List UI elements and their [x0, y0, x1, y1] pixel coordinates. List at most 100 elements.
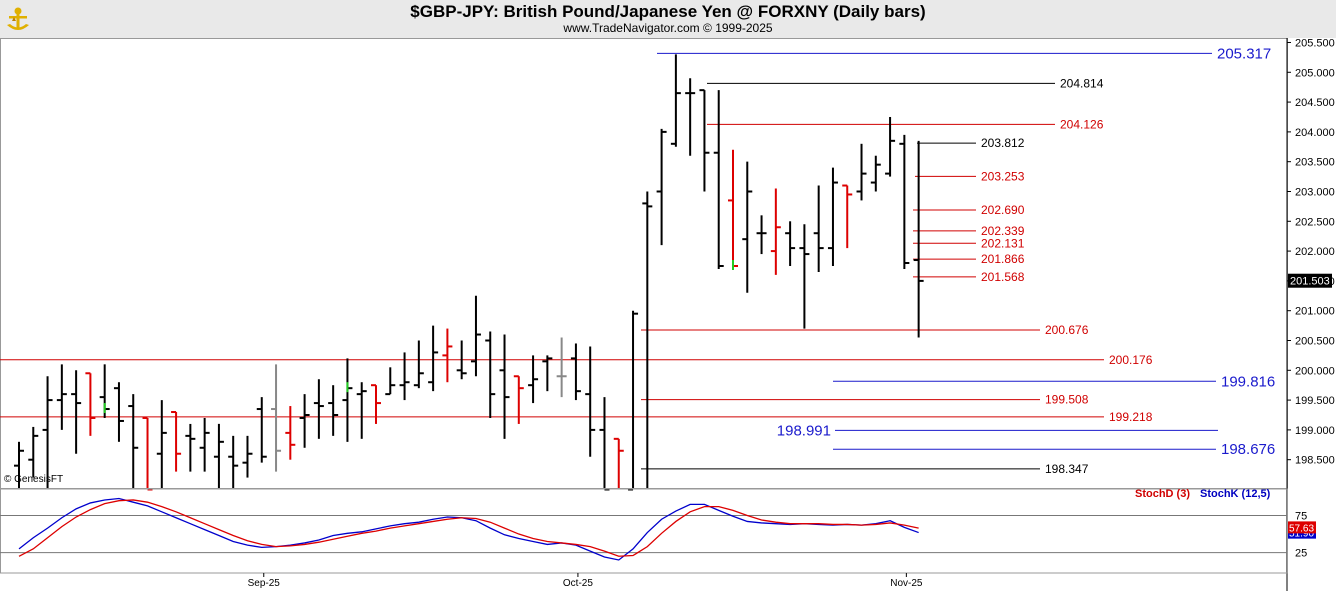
- ohlc-bar: [356, 382, 367, 439]
- level-label: 201.568: [981, 270, 1025, 284]
- stochd-line: [18, 499, 919, 557]
- level-label: 203.253: [981, 169, 1025, 183]
- time-tick-label: Sep-25: [248, 578, 281, 589]
- ohlc-bar: [113, 382, 124, 442]
- stochk-value: 51.90: [1289, 529, 1314, 540]
- ohlc-bar: [28, 426, 39, 478]
- level-label: 203.812: [981, 136, 1025, 150]
- price-panel-frame: [0, 38, 1288, 489]
- ohlc-bar: [85, 372, 96, 436]
- ohlc-bar: [485, 331, 496, 418]
- chart-canvas[interactable]: 205.317 204.814 204.126 203.812 203.253 202.6…: [0, 38, 1336, 591]
- ohlc-bar: [628, 310, 639, 491]
- ohlc-bar: [542, 355, 553, 392]
- price-tick-label: 204.000: [1295, 127, 1335, 139]
- ohlc-bar: [428, 325, 439, 392]
- ohlc-bar: [228, 435, 239, 488]
- ohlc-bar: [342, 358, 353, 442]
- legend-stochk: StochK (12,5): [1200, 488, 1271, 500]
- ohlc-bar: [827, 167, 838, 266]
- chart-subtitle: www.TradeNavigator.com © 1999-2025: [563, 21, 773, 35]
- ohlc-bar: [585, 346, 596, 457]
- ohlc-bar: [185, 423, 196, 472]
- price-tick-label: 202.500: [1295, 216, 1335, 228]
- level-label: 202.339: [981, 224, 1025, 238]
- ohlc-bar: [870, 155, 881, 192]
- ohlc-bar: [785, 221, 796, 266]
- level-label: 198.676: [1221, 441, 1275, 458]
- ohlc-bar: [371, 384, 381, 424]
- chart-header: $GBP-JPY: British Pound/Japanese Yen @ F…: [0, 0, 1336, 38]
- ohlc-bar: [699, 89, 710, 192]
- time-axis: Sep-25 Oct-25 Nov-25: [248, 573, 923, 589]
- logo-icon: [2, 3, 34, 35]
- price-tick-label: 202.000: [1295, 246, 1335, 258]
- ohlc-bar: [171, 411, 182, 472]
- ohlc-bar: [71, 370, 82, 454]
- ohlc-bar: [899, 134, 910, 269]
- ohlc-bar: [399, 352, 410, 401]
- price-tick-label: 199.500: [1295, 395, 1335, 407]
- chart-title: $GBP-JPY: British Pound/Japanese Yen @ F…: [410, 2, 926, 21]
- ohlc-bar: [756, 215, 767, 255]
- ohlc-bar: [728, 149, 738, 270]
- level-label: 199.816: [1221, 373, 1275, 390]
- level-label: 200.676: [1045, 323, 1089, 337]
- price-tick-label: 199.000: [1295, 425, 1335, 437]
- time-tick-label: Oct-25: [563, 578, 593, 589]
- price-tick-label: 203.500: [1295, 157, 1335, 169]
- ohlc-bar: [442, 328, 453, 383]
- ohlc-bar: [885, 116, 896, 177]
- stochd-value: 57.63: [1289, 523, 1314, 534]
- ohlc-bar: [285, 406, 296, 460]
- stoch-panel-frame: [0, 488, 1288, 574]
- ohlc-bar: [199, 417, 210, 472]
- level-label: 202.131: [981, 236, 1025, 250]
- price-tick-label: 198.500: [1295, 455, 1335, 467]
- ohlc-bar: [613, 437, 624, 488]
- level-label: 204.814: [1060, 76, 1104, 90]
- level-label: 202.690: [981, 203, 1025, 217]
- stoch-tick-label: 25: [1295, 548, 1307, 560]
- stochk-line: [18, 497, 919, 561]
- ohlc-bar: [742, 161, 753, 293]
- ohlc-bar: [813, 185, 824, 272]
- price-tick-label: 200.500: [1295, 335, 1335, 347]
- ohlc-bar: [128, 394, 139, 488]
- last-price-label: 201.503: [1290, 276, 1330, 288]
- price-panel: 205.317 204.814 204.126 203.812 203.253 202.6…: [0, 38, 1288, 491]
- level-label: 198.347: [1045, 462, 1089, 476]
- stoch-tick-label: 75: [1295, 511, 1307, 523]
- ohlc-bar: [470, 295, 481, 377]
- ohlc-bar: [99, 364, 110, 418]
- ohlc-bar: [642, 191, 653, 488]
- ohlc-bar: [713, 90, 724, 269]
- time-tick-label: Nov-25: [890, 578, 923, 589]
- level-label: 205.317: [1217, 45, 1271, 62]
- ohlc-bar: [328, 385, 339, 436]
- ohlc-bar: [413, 340, 424, 389]
- ohlc-bar: [799, 224, 810, 329]
- ohlc-bar: [42, 376, 53, 488]
- ohlc-bar: [842, 184, 853, 249]
- price-tick-label: 205.500: [1295, 38, 1335, 49]
- ohlc-bar: [599, 397, 610, 491]
- ohlc-bar: [14, 441, 24, 488]
- ohlc-bar: [299, 394, 310, 448]
- legend-stochd: StochD (3): [1135, 488, 1190, 500]
- ohlc-bar: [856, 143, 867, 201]
- ohlc-bar: [656, 128, 667, 246]
- ohlc-bar: [213, 423, 224, 488]
- level-label: 201.866: [981, 252, 1025, 266]
- price-axis: 205.500 205.000 204.500 204.000 203.500 203.0…: [1286, 38, 1335, 591]
- ohlc-bar: [385, 367, 396, 396]
- price-tick-label: 200.000: [1295, 365, 1335, 377]
- ohlc-bar: [56, 364, 67, 430]
- ohlc-bar: [685, 78, 696, 156]
- ohlc-bar: [556, 337, 567, 398]
- ohlc-bar: [256, 397, 267, 463]
- ohlc-bar: [528, 355, 539, 404]
- ohlc-bar: [456, 340, 467, 380]
- ohlc-bar: [513, 375, 524, 424]
